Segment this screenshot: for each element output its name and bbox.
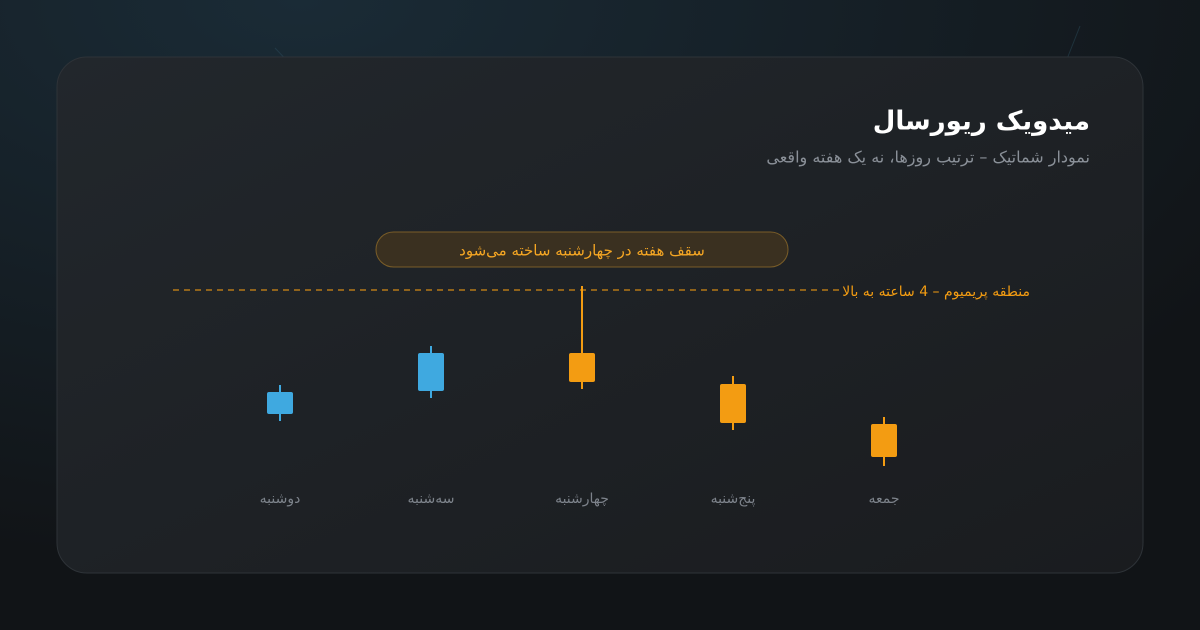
chart-title: میدویک ریورسال	[873, 107, 1090, 137]
candle-body	[418, 353, 444, 391]
candle-body	[720, 384, 746, 423]
x-tick-label: پنج‌شنبه	[711, 491, 756, 507]
x-tick-label: چهارشنبه	[555, 491, 609, 507]
annotation-badge	[375, 231, 789, 268]
annotation: سقف هفته در چهارشنبه ساخته می‌شود	[459, 242, 705, 260]
chart-subtitle: نمودار شماتیک – ترتیب روزها، نه یک هفته …	[766, 148, 1090, 168]
reference-label: منطقه پریمیوم – 4 ساعته به بالا	[842, 284, 1030, 300]
candle-body	[871, 424, 897, 457]
x-tick-label: سه‌شنبه	[408, 491, 455, 507]
candle-body	[569, 353, 595, 382]
candle-body	[267, 392, 293, 414]
x-tick-label: جمعه	[868, 491, 899, 507]
x-tick-label: دوشنبه	[260, 491, 301, 507]
